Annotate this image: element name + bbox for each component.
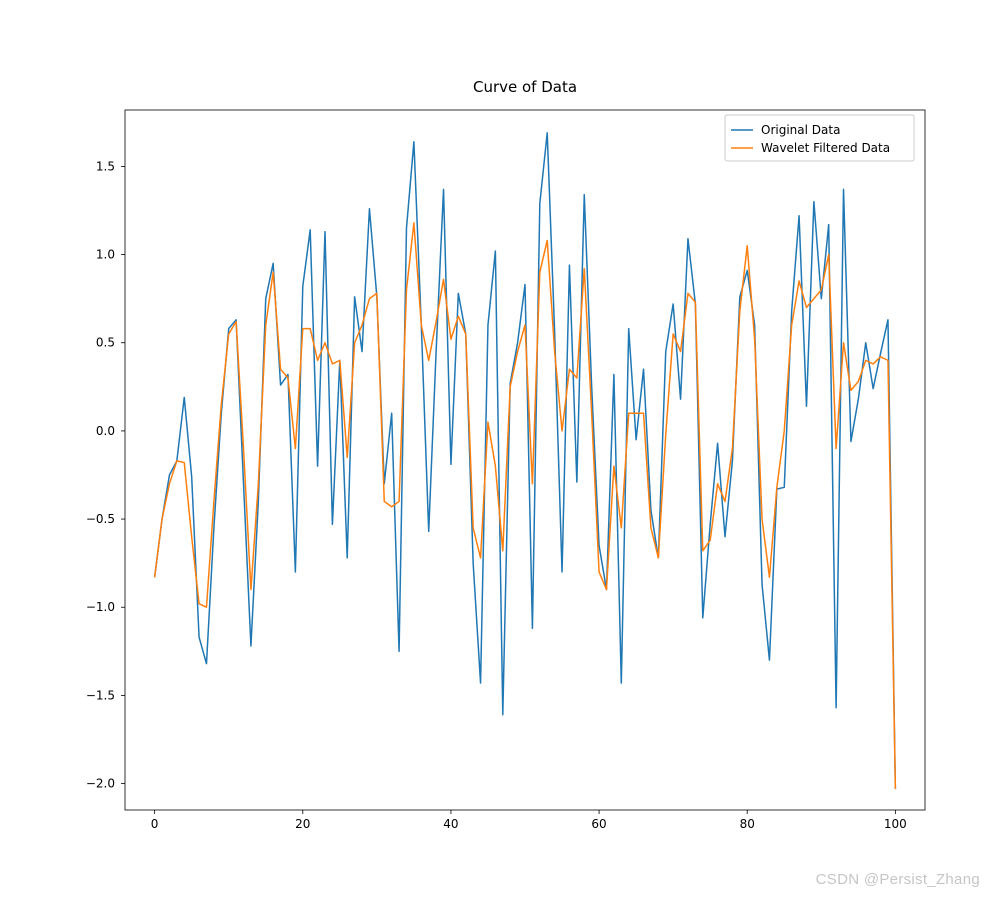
line-chart: Curve of Data 0 20 40 60 80 100 −2.0 −1.5 −1.0 −0.… [0,0,1000,900]
x-tick-label: 20 [295,817,310,831]
x-tick-label: 40 [443,817,458,831]
y-tick-label: −1.0 [86,600,115,614]
y-tick-label: −1.5 [86,688,115,702]
chart-title: Curve of Data [473,78,577,96]
y-tick-label: 1.5 [96,159,115,173]
y-tick-label: −2.0 [86,777,115,791]
legend-label: Original Data [761,123,840,137]
x-tick-label: 80 [740,817,755,831]
x-tick-label: 100 [884,817,907,831]
y-tick-label: −0.5 [86,512,115,526]
watermark-text: CSDN @Persist_Zhang [816,871,980,888]
chart-svg: Curve of Data 0 20 40 60 80 100 −2.0 −1.5 −1.0 −0.… [0,0,1000,900]
y-tick-label: 0.5 [96,336,115,350]
x-tick-label: 0 [151,817,159,831]
y-tick-label: 0.0 [96,424,115,438]
y-tick-label: 1.0 [96,248,115,262]
legend-label: Wavelet Filtered Data [761,141,890,155]
x-tick-label: 60 [591,817,606,831]
